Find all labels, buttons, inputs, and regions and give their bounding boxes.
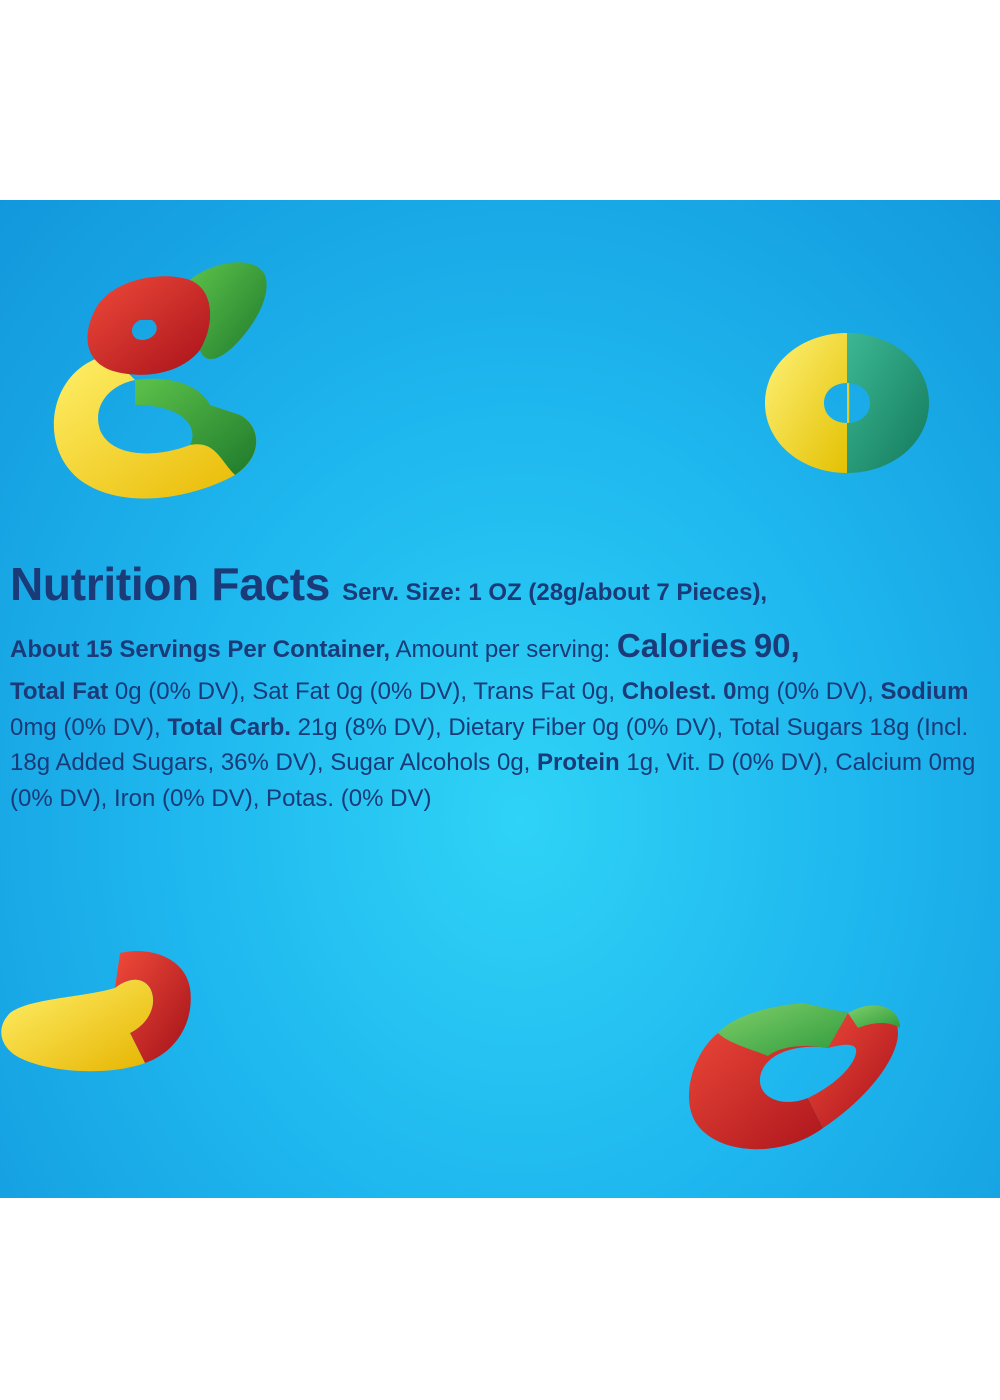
- calories-label: Calories: [616, 627, 748, 664]
- nutrition-facts-block: Nutrition Facts Serv. Size: 1 OZ (28g/abo…: [10, 556, 995, 816]
- nutrient-text-total-fat: 0g (0% DV), Sat Fat 0g (0% DV), Trans Fa…: [108, 678, 622, 705]
- nutrient-label-sodium: Sodium: [880, 678, 969, 705]
- nutrient-text-total-carb: 21g (8% DV), Dietary Fiber 0g (0% DV), T…: [10, 713, 969, 777]
- nutrient-details: Total Fat 0g (0% DV), Sat Fat 0g (0% DV)…: [10, 674, 995, 816]
- amount-per-serving: Amount per serving:: [395, 636, 611, 663]
- nutrient-label-total-fat: Total Fat: [10, 678, 109, 705]
- nutrient-text-protein: 1g, Vit. D (0% DV), Calcium 0mg (0% DV),…: [10, 749, 976, 812]
- nutrient-text-sodium: 0mg (0% DV),: [10, 713, 168, 741]
- servings-calories-line: About 15 Servings Per Container, Amount …: [10, 624, 995, 672]
- gummy-candy-bottom-right-icon: [688, 1003, 900, 1150]
- gummy-candy-top-left-icon: [53, 262, 267, 499]
- nutrition-facts-title: Nutrition Facts: [10, 558, 331, 610]
- serving-size: Serv. Size: 1 OZ (28g/about 7 Pieces),: [342, 579, 768, 606]
- nutrient-text-cholesterol: mg (0% DV),: [736, 678, 881, 705]
- servings-per-container: About 15 Servings Per Container,: [10, 636, 391, 663]
- nutrient-label-total-carb: Total Carb.: [167, 713, 291, 741]
- nutrient-label-cholesterol: Cholest. 0: [621, 678, 737, 705]
- hard-candy-ring-top-right-icon: [765, 333, 929, 473]
- gummy-candy-bottom-left-icon: [1, 951, 191, 1072]
- product-image-panel: Nutrition Facts Serv. Size: 1 OZ (28g/abo…: [0, 200, 1000, 1198]
- nutrient-label-protein: Protein: [537, 749, 620, 776]
- nutrition-header-line: Nutrition Facts Serv. Size: 1 OZ (28g/abo…: [10, 556, 995, 624]
- calories-value: 90,: [753, 627, 800, 664]
